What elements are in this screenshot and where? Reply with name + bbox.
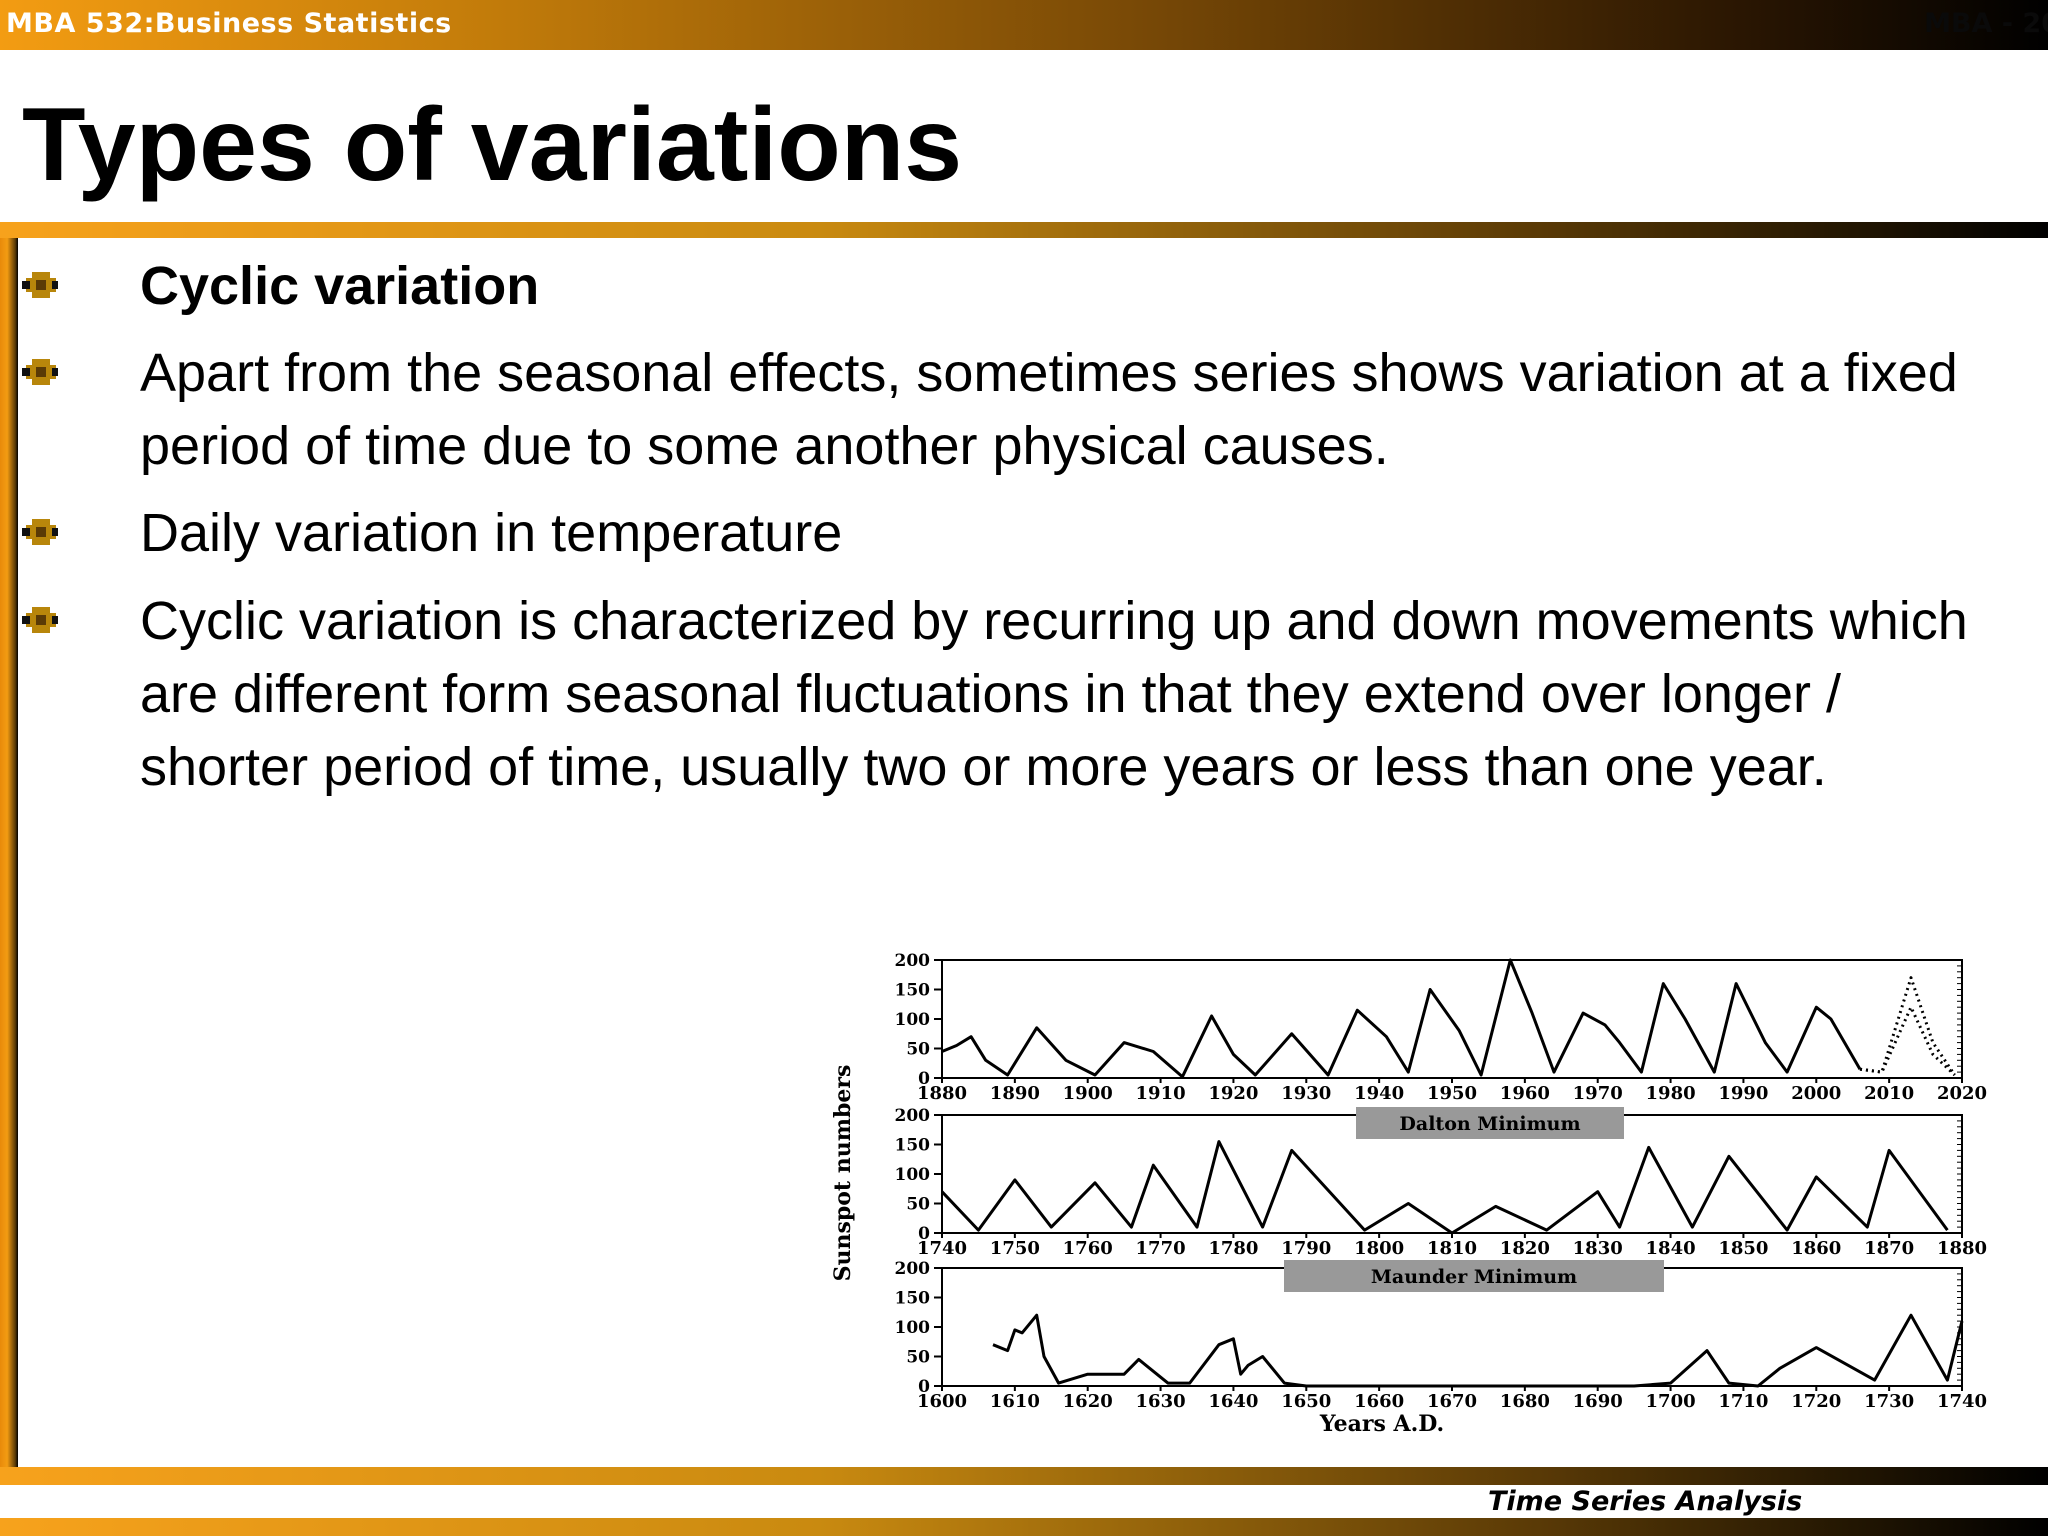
y-tick-label: 50	[906, 1195, 930, 1215]
y-tick-label: 0	[918, 1069, 930, 1089]
x-tick-label: 1980	[1646, 1083, 1696, 1104]
x-tick-label: 1780	[1208, 1238, 1258, 1259]
x-axis-label: Years A.D.	[1319, 1411, 1444, 1437]
y-axis-label: Sunspot numbers	[830, 1065, 856, 1282]
series-line	[992, 1313, 1964, 1388]
x-tick-label: 1740	[917, 1238, 967, 1259]
x-tick-label: 1930	[1281, 1083, 1331, 1104]
course-title: MBA 532:Business Statistics	[6, 8, 452, 39]
bullet-icon	[22, 270, 58, 300]
y-tick-label: 200	[895, 951, 931, 971]
y-tick-label: 100	[895, 1010, 931, 1030]
x-tick-label: 1730	[1864, 1391, 1914, 1412]
y-tick-label: 150	[895, 1289, 931, 1309]
footer-bar	[0, 1518, 2048, 1536]
x-tick-label: 1870	[1864, 1238, 1914, 1259]
y-tick-label: 100	[895, 1318, 931, 1338]
x-tick-label: 1680	[1500, 1391, 1550, 1412]
x-tick-label: 1700	[1646, 1391, 1696, 1412]
bullet-text: Apart from the seasonal effects, sometim…	[140, 343, 1958, 476]
bullet-text: Cyclic variation	[140, 256, 540, 316]
x-tick-label: 1620	[1063, 1391, 1113, 1412]
x-tick-label: 2010	[1864, 1083, 1914, 1104]
left-accent-bar	[0, 238, 18, 1468]
annotation-label: Dalton Minimum	[1399, 1113, 1580, 1135]
y-tick-label: 0	[918, 1377, 930, 1397]
y-tick-label: 50	[906, 1040, 930, 1060]
bullet-text: Cyclic variation is characterized by rec…	[140, 591, 1968, 797]
series-line	[940, 1140, 1949, 1235]
bullet-icon	[22, 517, 58, 547]
x-tick-label: 1910	[1136, 1083, 1186, 1104]
x-tick-label: 1880	[1937, 1238, 1987, 1259]
footer-text: Time Series Analysis	[1488, 1486, 1803, 1517]
x-tick-label: 1840	[1646, 1238, 1696, 1259]
x-tick-label: 2020	[1937, 1083, 1987, 1104]
footer-divider	[0, 1467, 2048, 1485]
y-tick-label: 150	[895, 1136, 931, 1156]
chart-panel-2: 0 50 100 150 200 1740 1750 1760 1770 1780 1790 1800…	[895, 1106, 1988, 1259]
x-tick-label: 1970	[1573, 1083, 1623, 1104]
annotation-label: Maunder Minimum	[1371, 1266, 1577, 1288]
x-tick-label: 1770	[1136, 1238, 1186, 1259]
x-tick-label: 1810	[1427, 1238, 1477, 1259]
annotation-box	[1356, 1107, 1624, 1139]
x-tick-label: 1890	[990, 1083, 1040, 1104]
x-tick-label: 1800	[1354, 1238, 1404, 1259]
title-divider	[0, 222, 2048, 238]
x-tick-label: 1950	[1427, 1083, 1477, 1104]
y-tick-label: 50	[906, 1348, 930, 1368]
x-tick-label: 1750	[990, 1238, 1040, 1259]
x-tick-label: 1760	[1063, 1238, 1113, 1259]
x-tick-label: 2000	[1791, 1083, 1841, 1104]
slide-title: Types of variations	[22, 87, 963, 203]
chart-panel-3: 0 50 100 150 200 1600 1610 1620 1630 1640 1650 1660…	[895, 1259, 1988, 1437]
course-code: MBA - 20	[1924, 8, 2048, 39]
x-tick-label: 1610	[990, 1391, 1040, 1412]
x-tick-label: 1710	[1718, 1391, 1768, 1412]
x-tick-label: 1670	[1427, 1391, 1477, 1412]
x-tick-label: 1640	[1208, 1391, 1258, 1412]
y-tick-label: 100	[895, 1165, 931, 1185]
x-tick-label: 1820	[1500, 1238, 1550, 1259]
x-tick-label: 1940	[1354, 1083, 1404, 1104]
x-tick-label: 1720	[1791, 1391, 1841, 1412]
bullet-icon	[22, 605, 58, 635]
bullet-icon	[22, 357, 58, 387]
x-tick-label: 1830	[1573, 1238, 1623, 1259]
y-tick-label: 0	[918, 1224, 930, 1244]
x-tick-label: 1650	[1281, 1391, 1331, 1412]
series-line	[1859, 976, 1956, 1076]
y-tick-label: 150	[895, 981, 931, 1001]
x-tick-label: 1990	[1718, 1083, 1768, 1104]
x-tick-label: 1900	[1063, 1083, 1113, 1104]
series-line	[1859, 1005, 1956, 1077]
bullet-text: Daily variation in temperature	[140, 503, 843, 563]
series-line	[941, 958, 1862, 1079]
x-tick-label: 1660	[1354, 1391, 1404, 1412]
x-tick-label: 1740	[1937, 1391, 1987, 1412]
x-tick-label: 1690	[1573, 1391, 1623, 1412]
x-tick-label: 1880	[917, 1083, 967, 1104]
annotation-box	[1284, 1260, 1664, 1292]
y-tick-label: 200	[895, 1106, 931, 1126]
x-tick-label: 1630	[1136, 1391, 1186, 1412]
x-tick-label: 1850	[1718, 1238, 1768, 1259]
y-tick-label: 200	[895, 1259, 931, 1279]
x-tick-label: 1790	[1281, 1238, 1331, 1259]
x-tick-label: 1920	[1208, 1083, 1258, 1104]
x-tick-label: 1860	[1791, 1238, 1841, 1259]
x-tick-label: 1600	[917, 1391, 967, 1412]
x-tick-label: 1960	[1500, 1083, 1550, 1104]
header-bar: MBA 532:Business Statistics MBA - 20	[0, 0, 2048, 50]
